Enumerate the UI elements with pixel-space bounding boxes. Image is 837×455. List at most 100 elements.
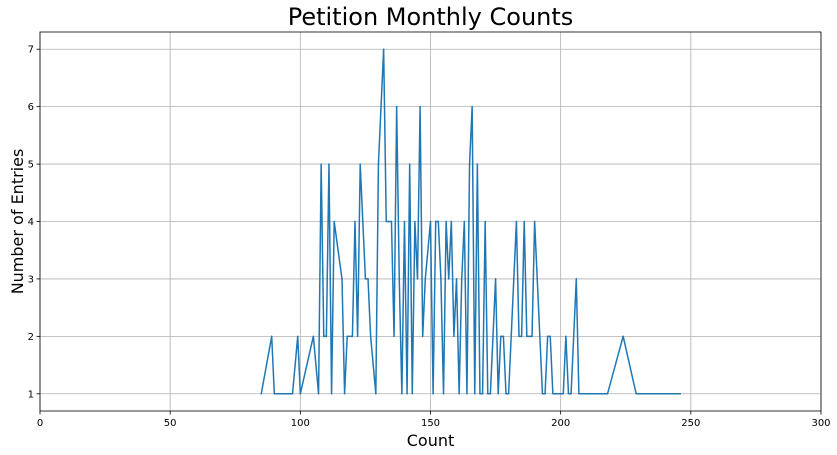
data-point	[526, 335, 528, 338]
data-point	[622, 335, 624, 338]
data-point	[479, 393, 481, 395]
data-point	[447, 278, 450, 280]
data-point	[523, 220, 525, 223]
data-point	[359, 163, 361, 165]
data-point	[346, 335, 348, 338]
data-point	[395, 105, 398, 108]
data-point	[455, 278, 458, 280]
data-point	[341, 278, 343, 280]
data-point	[570, 393, 572, 395]
data-point	[408, 163, 411, 165]
data-point	[323, 335, 325, 338]
series-line	[260, 48, 681, 395]
data-point	[406, 393, 408, 395]
data-point	[343, 393, 346, 395]
axis-ticks: 0 50 100 150 200 250 300 1 2 3 4 5 6 7	[28, 45, 831, 429]
data-point	[328, 163, 330, 165]
data-point	[351, 335, 354, 338]
data-point	[575, 278, 578, 280]
data-point	[437, 220, 440, 223]
data-point	[411, 393, 414, 395]
y-tick-label: 5	[28, 160, 34, 171]
y-tick-label: 7	[28, 45, 34, 56]
y-axis-label: Number of Entries	[8, 149, 27, 295]
data-point	[312, 335, 315, 338]
data-point	[474, 393, 476, 395]
data-point	[606, 393, 609, 395]
data-point	[539, 335, 541, 338]
data-point	[325, 335, 328, 338]
data-point	[445, 220, 447, 223]
data-point	[398, 278, 401, 280]
data-point	[541, 393, 544, 395]
data-point	[507, 393, 510, 395]
y-tick-label: 1	[28, 389, 34, 400]
data-point	[356, 335, 359, 338]
data-point	[364, 278, 367, 280]
chart-title: Petition Monthly Counts	[288, 3, 574, 31]
data-point	[385, 220, 387, 223]
data-point	[544, 393, 546, 395]
data-point	[333, 220, 335, 223]
plot-frame	[39, 31, 822, 412]
x-tick-label: 300	[811, 418, 830, 429]
x-tick-label: 50	[164, 418, 177, 429]
data-point	[270, 335, 273, 338]
data-point	[414, 220, 416, 223]
x-axis-label: Count	[407, 431, 455, 450]
x-tick-label: 0	[37, 418, 43, 429]
data-point	[317, 393, 320, 395]
data-point	[552, 393, 554, 395]
data-point	[505, 393, 507, 395]
data-point	[546, 335, 549, 338]
x-tick-label: 200	[551, 418, 570, 429]
data-point	[382, 48, 385, 50]
data-point	[492, 335, 494, 338]
data-point	[416, 278, 419, 280]
y-tick-label: 4	[28, 217, 34, 228]
data-point	[463, 220, 466, 223]
data-point	[369, 335, 372, 338]
data-point	[466, 393, 468, 395]
data-point	[487, 393, 489, 395]
data-point	[393, 335, 395, 338]
y-tick-label: 2	[28, 332, 34, 343]
y-tick-label: 3	[28, 274, 34, 285]
data-point	[367, 278, 369, 280]
data-point	[362, 220, 364, 223]
data-point	[515, 220, 518, 223]
data-point	[388, 220, 390, 223]
data-point	[502, 335, 505, 338]
data-point	[390, 220, 393, 223]
data-point	[513, 278, 515, 280]
data-point	[432, 393, 434, 395]
data-point	[476, 163, 479, 165]
data-point	[291, 393, 294, 395]
data-point	[299, 393, 302, 395]
data-point	[481, 393, 484, 395]
data-point	[562, 393, 565, 395]
data-point	[401, 393, 403, 395]
data-point	[484, 220, 486, 223]
x-tick-label: 250	[681, 418, 700, 429]
data-point	[549, 335, 551, 338]
data-point	[520, 335, 523, 338]
data-point	[330, 393, 333, 395]
data-point	[635, 393, 637, 395]
data-point	[440, 278, 442, 280]
data-point	[354, 220, 356, 223]
data-point	[458, 393, 460, 395]
data-point	[554, 393, 557, 395]
x-tick-label: 100	[291, 418, 310, 429]
data-point	[375, 393, 377, 395]
data-point	[510, 335, 512, 338]
y-tick-label: 6	[28, 102, 34, 113]
data-point	[494, 278, 497, 280]
data-point	[460, 278, 463, 280]
data-point	[260, 393, 263, 395]
data-point	[489, 393, 492, 395]
data-point	[518, 335, 520, 338]
plot-area	[260, 48, 682, 395]
data-point	[528, 335, 531, 338]
